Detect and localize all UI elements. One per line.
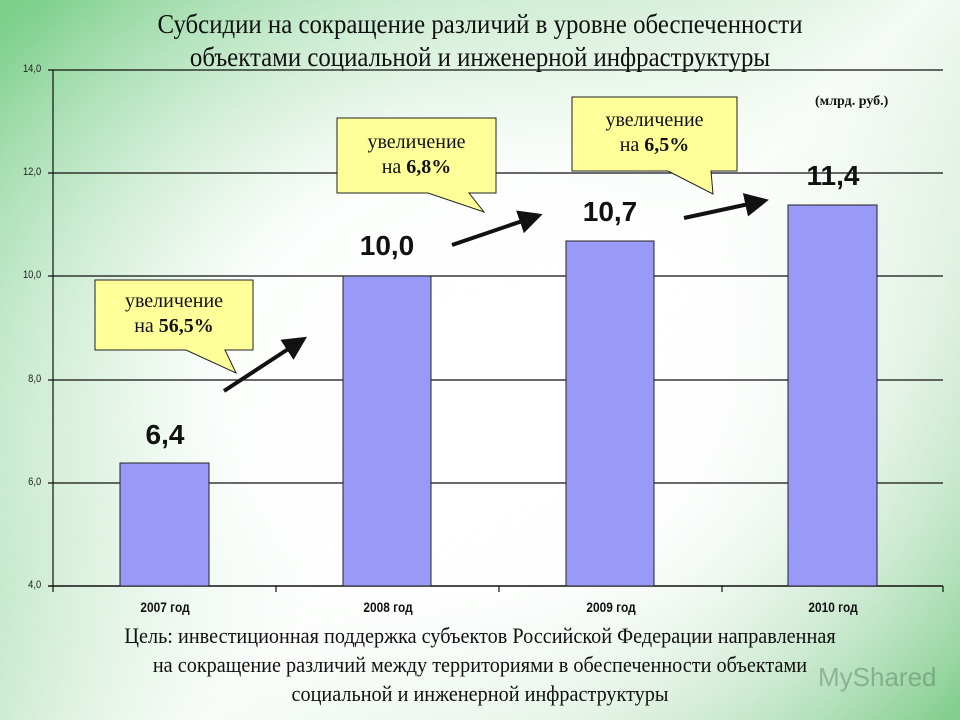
y-tick-label: 12,0: [22, 166, 42, 178]
callout-3-percent: 6,5%: [644, 134, 690, 156]
footer-goal-text: Цель: инвестиционная поддержка субъектов…: [0, 621, 960, 708]
value-label-2008: 10,0: [359, 230, 415, 261]
callout-3-shape: [571, 96, 738, 195]
callout-shapes: [94, 96, 738, 375]
arrow-icon: [222, 336, 308, 393]
bar-2010: [787, 204, 878, 587]
callout-3-prefix: на: [619, 134, 645, 156]
y-tick-label: 6,0: [28, 476, 42, 488]
callout-2-percent: 6,8%: [406, 156, 452, 178]
callout-3-line-1: увеличение: [605, 109, 704, 131]
footer-line-1: Цель: инвестиционная поддержка субъектов…: [124, 623, 836, 648]
watermark: MyShared: [818, 662, 937, 692]
arrow-icon: [451, 210, 543, 247]
callout-1-percent: 56,5%: [158, 315, 214, 337]
footer-line-3: социальной и инженерной инфраструктуры: [291, 681, 669, 706]
y-tick-label: 14,0: [22, 63, 42, 75]
callout-1-shape: [94, 279, 254, 375]
chart-title: Субсидии на сокращение различий в уровне…: [38, 8, 921, 74]
callout-1: увеличение на 56,5%: [95, 289, 253, 339]
callout-1-line-1: увеличение: [124, 290, 224, 312]
x-label-2008: 2008 год: [363, 599, 413, 615]
arrow-icon: [683, 193, 769, 220]
value-label-2007: 6,4: [145, 419, 185, 450]
x-axis-ticks: [52, 586, 944, 592]
callout-2-prefix: на: [381, 156, 407, 178]
callout-2: увеличение на 6,8%: [337, 130, 496, 180]
callout-2-shape: [336, 117, 497, 214]
chart-title-line-1: Субсидии на сокращение различий в уровне…: [157, 9, 803, 39]
growth-arrows: [222, 193, 769, 393]
y-tick-label: 4,0: [28, 579, 42, 591]
bar-2009: [565, 240, 655, 587]
x-label-2010: 2010 год: [808, 599, 858, 615]
bar-2007: [119, 462, 210, 587]
callout-2-line-1: увеличение: [367, 131, 466, 153]
y-tick-label: 10,0: [22, 269, 42, 281]
footer-line-2: на сокращение различий между территориям…: [152, 652, 808, 677]
value-label-2010: 11,4: [806, 160, 860, 191]
callout-3: увеличение на 6,5%: [572, 108, 737, 158]
x-label-2007: 2007 год: [140, 599, 190, 615]
chart-title-line-2: объектами социальной и инженерной инфрас…: [189, 42, 771, 72]
unit-label: (млрд. руб.): [815, 94, 889, 109]
value-label-2009: 10,7: [582, 196, 638, 227]
y-tick-label: 8,0: [28, 373, 42, 385]
bars: [119, 204, 878, 587]
x-label-2009: 2009 год: [586, 599, 636, 615]
callout-1-prefix: на: [134, 315, 159, 337]
bar-2008: [342, 275, 432, 587]
